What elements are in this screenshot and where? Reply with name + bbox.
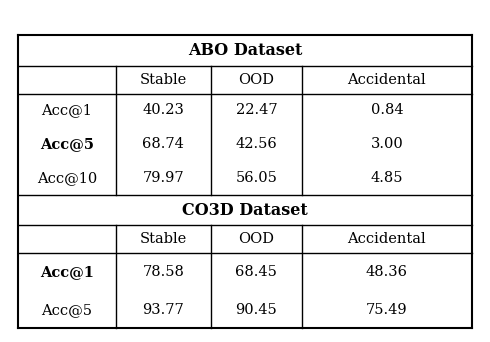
Text: Acc@5: Acc@5 xyxy=(40,137,94,151)
Text: ABO Dataset: ABO Dataset xyxy=(188,42,302,59)
Text: 42.56: 42.56 xyxy=(236,137,277,151)
Text: CO3D Dataset: CO3D Dataset xyxy=(182,201,308,219)
Text: 0.84: 0.84 xyxy=(370,103,403,117)
Text: 3.00: 3.00 xyxy=(370,137,403,151)
Text: 4.85: 4.85 xyxy=(370,171,403,185)
Text: Accidental: Accidental xyxy=(347,232,426,246)
Text: 40.23: 40.23 xyxy=(142,103,184,117)
Text: 90.45: 90.45 xyxy=(236,303,277,317)
Text: Stable: Stable xyxy=(140,232,187,246)
Text: 79.97: 79.97 xyxy=(143,171,184,185)
Text: 48.36: 48.36 xyxy=(366,265,408,279)
Text: 22.47: 22.47 xyxy=(236,103,277,117)
Text: 78.58: 78.58 xyxy=(142,265,184,279)
Text: Acc@1: Acc@1 xyxy=(41,103,92,117)
Text: Acc@5: Acc@5 xyxy=(41,303,92,317)
Text: 75.49: 75.49 xyxy=(366,303,408,317)
Text: Accidental: Accidental xyxy=(347,73,426,87)
Text: 68.45: 68.45 xyxy=(235,265,277,279)
Text: 93.77: 93.77 xyxy=(143,303,184,317)
Text: 68.74: 68.74 xyxy=(142,137,184,151)
Text: Acc@10: Acc@10 xyxy=(37,171,97,185)
Text: OOD: OOD xyxy=(238,232,274,246)
Text: 56.05: 56.05 xyxy=(235,171,277,185)
Text: Acc@1: Acc@1 xyxy=(40,265,94,279)
Text: Stable: Stable xyxy=(140,73,187,87)
Text: OOD: OOD xyxy=(238,73,274,87)
